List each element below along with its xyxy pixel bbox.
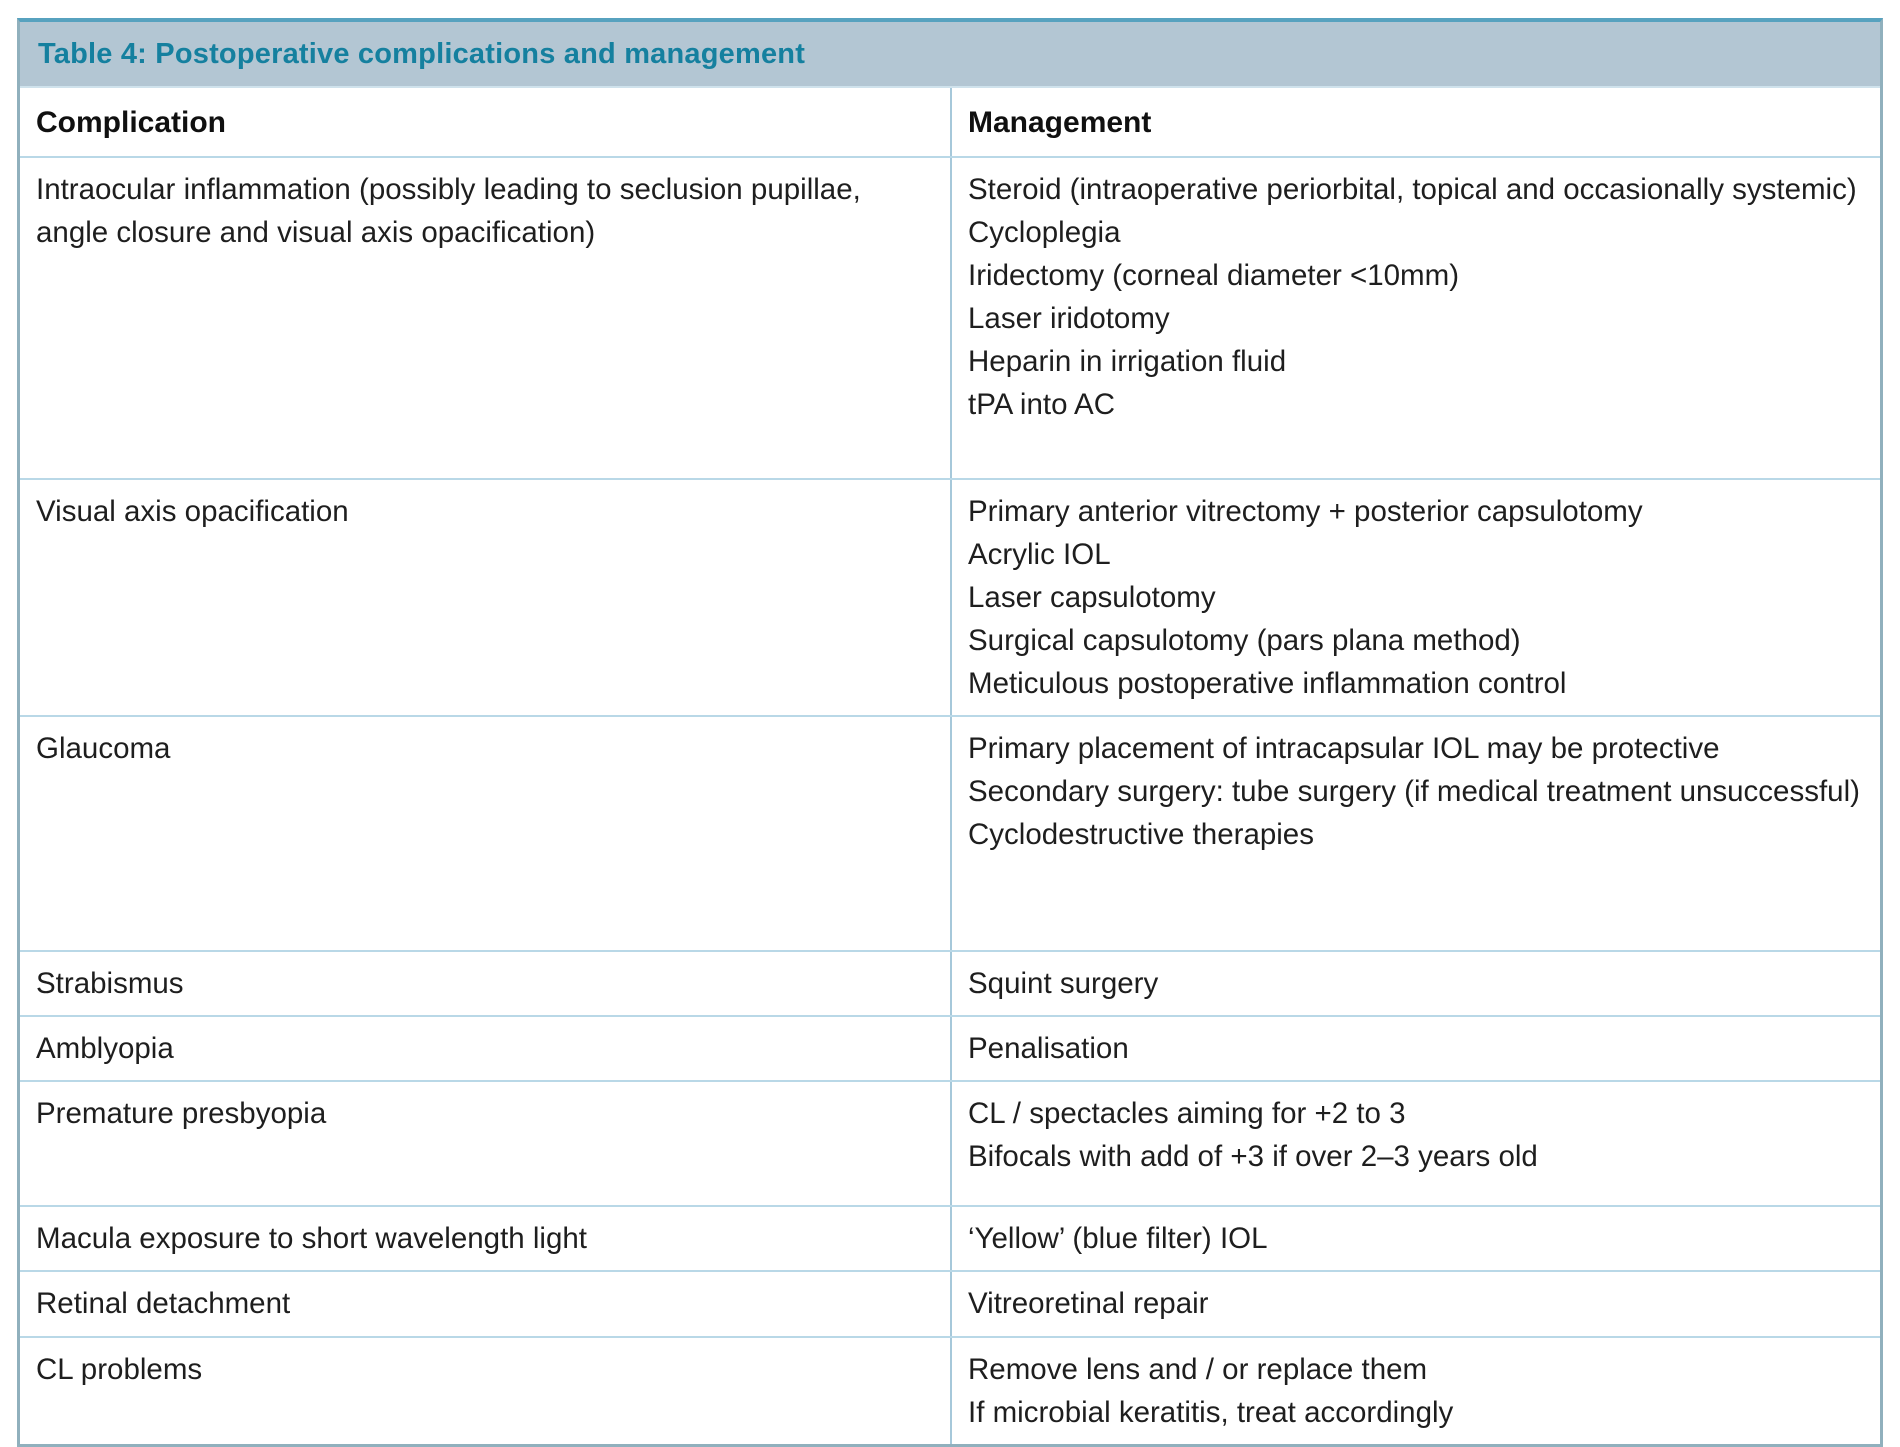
table-row: Glaucoma Primary placement of intracapsul… [20, 717, 1880, 952]
column-header-complication: Complication [20, 88, 952, 156]
table-title: Table 4: Postoperative complications and… [38, 37, 806, 70]
management-line: Laser capsulotomy [968, 581, 1216, 614]
complication-cell: Visual axis opacification [20, 480, 952, 715]
management-line: Cycloplegia [968, 216, 1121, 249]
complication-cell: Strabismus [20, 952, 952, 1015]
management-line: Surgical capsulotomy (pars plana method) [968, 624, 1521, 657]
management-line: Steroid (intraoperative periorbital, top… [968, 173, 1857, 206]
management-line: Iridectomy (corneal diameter <10mm) [968, 259, 1460, 292]
management-line: Bifocals with add of +3 if over 2–3 year… [968, 1140, 1538, 1173]
management-line: Squint surgery [968, 967, 1159, 1000]
table-row: Strabismus Squint surgery [20, 952, 1880, 1017]
table-body: Intraocular inflammation (possibly leadi… [20, 158, 1880, 1444]
management-line: Secondary surgery: tube surgery (if medi… [968, 775, 1860, 808]
management-line: Laser iridotomy [968, 302, 1170, 335]
management-cell: Vitreoretinal repair [952, 1272, 1880, 1336]
table-row: Retinal detachment Vitreoretinal repair [20, 1272, 1880, 1338]
complication-cell: CL problems [20, 1338, 952, 1444]
table-row: Premature presbyopia CL / spectacles aimi… [20, 1082, 1880, 1207]
postoperative-complications-table: Table 4: Postoperative complications and… [17, 18, 1883, 1447]
table-row: Visual axis opacification Primary anterio… [20, 480, 1880, 717]
management-line: Primary placement of intracapsular IOL m… [968, 732, 1720, 765]
complication-cell: Amblyopia [20, 1017, 952, 1080]
management-cell: ‘Yellow’ (blue filter) IOL [952, 1207, 1880, 1270]
management-line: Cyclodestructive therapies [968, 818, 1314, 851]
management-cell: CL / spectacles aiming for +2 to 3 Bifoca… [952, 1082, 1880, 1205]
management-line: tPA into AC [968, 388, 1116, 421]
management-line: Penalisation [968, 1032, 1129, 1065]
column-header-management: Management [968, 106, 1152, 139]
management-line: Remove lens and / or replace them [968, 1353, 1428, 1386]
table-title-bar: Table 4: Postoperative complications and… [20, 22, 1880, 88]
table-row: Intraocular inflammation (possibly leadi… [20, 158, 1880, 480]
management-line: Heparin in irrigation fluid [968, 345, 1287, 378]
management-cell: Penalisation [952, 1017, 1880, 1080]
management-line: Acrylic IOL [968, 538, 1111, 571]
management-line: If microbial keratitis, treat accordingl… [968, 1396, 1454, 1429]
management-line: Vitreoretinal repair [968, 1287, 1209, 1320]
table-row: CL problems Remove lens and / or replace … [20, 1338, 1880, 1444]
management-cell: Squint surgery [952, 952, 1880, 1015]
management-line: ‘Yellow’ (blue filter) IOL [968, 1222, 1268, 1255]
table-header-row: Complication Management [20, 88, 1880, 158]
management-line: CL / spectacles aiming for +2 to 3 [968, 1097, 1406, 1130]
table-row: Macula exposure to short wavelength ligh… [20, 1207, 1880, 1272]
complication-cell: Macula exposure to short wavelength ligh… [20, 1207, 952, 1270]
management-cell: Steroid (intraoperative periorbital, top… [952, 158, 1880, 478]
management-line: Primary anterior vitrectomy + posterior … [968, 495, 1643, 528]
management-cell: Primary anterior vitrectomy + posterior … [952, 480, 1880, 715]
complication-cell: Retinal detachment [20, 1272, 952, 1336]
management-line: Meticulous postoperative inflammation co… [968, 667, 1567, 700]
complication-cell: Glaucoma [20, 717, 952, 950]
complication-cell: Intraocular inflammation (possibly leadi… [20, 158, 952, 478]
complication-cell: Premature presbyopia [20, 1082, 952, 1205]
management-cell: Primary placement of intracapsular IOL m… [952, 717, 1880, 950]
table-row: Amblyopia Penalisation [20, 1017, 1880, 1082]
management-cell: Remove lens and / or replace them If micr… [952, 1338, 1880, 1444]
